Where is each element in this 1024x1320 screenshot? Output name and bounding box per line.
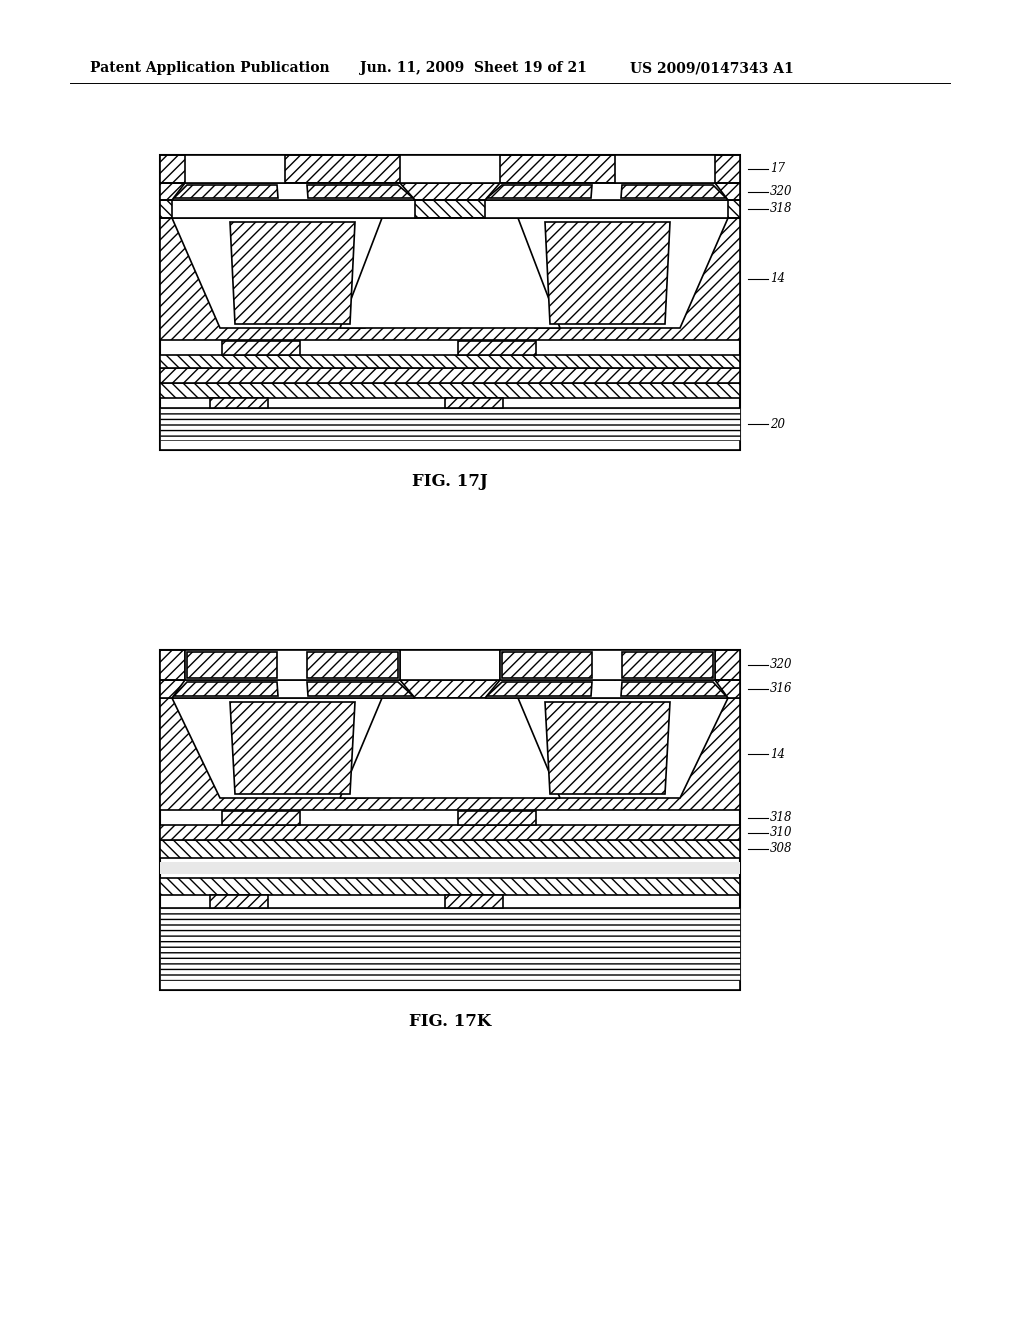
Polygon shape [307, 682, 413, 696]
Bar [458, 810, 536, 825]
Polygon shape [500, 649, 715, 680]
Bar [185, 649, 285, 680]
Bar [160, 408, 740, 450]
Bar [222, 810, 300, 825]
Bar [160, 908, 740, 979]
Polygon shape [621, 682, 726, 696]
Bar [160, 218, 740, 341]
Bar [445, 895, 503, 908]
Polygon shape [174, 682, 278, 696]
Polygon shape [485, 698, 728, 799]
Polygon shape [485, 183, 728, 201]
Polygon shape [172, 218, 415, 327]
Text: FIG. 17J: FIG. 17J [412, 474, 487, 491]
Text: 14: 14 [770, 272, 785, 285]
Polygon shape [502, 652, 592, 678]
Text: 17: 17 [770, 162, 785, 176]
Text: US 2009/0147343 A1: US 2009/0147343 A1 [630, 61, 794, 75]
Bar [160, 908, 740, 990]
Polygon shape [174, 185, 278, 198]
Text: 318: 318 [770, 810, 793, 824]
Bar [210, 895, 268, 908]
Bar [160, 878, 740, 895]
Polygon shape [545, 702, 670, 795]
Bar [160, 649, 740, 680]
Polygon shape [485, 680, 728, 698]
Polygon shape [172, 183, 415, 201]
Polygon shape [340, 698, 560, 799]
Polygon shape [545, 222, 670, 323]
Polygon shape [172, 698, 415, 799]
Text: 310: 310 [770, 826, 793, 840]
Bar [400, 154, 500, 183]
Bar [160, 840, 740, 858]
Polygon shape [230, 222, 355, 323]
Text: 316: 316 [770, 682, 793, 696]
Bar [160, 383, 740, 399]
Bar [160, 862, 740, 874]
Bar [160, 355, 740, 368]
Polygon shape [185, 649, 400, 680]
Bar [160, 680, 740, 698]
Text: 320: 320 [770, 185, 793, 198]
Polygon shape [340, 218, 560, 327]
Text: Patent Application Publication: Patent Application Publication [90, 61, 330, 75]
Bar [160, 649, 740, 990]
Bar [160, 154, 740, 183]
Bar [485, 201, 728, 218]
Polygon shape [187, 652, 278, 678]
Polygon shape [307, 185, 413, 198]
Bar [160, 201, 740, 218]
Bar [160, 408, 740, 440]
Polygon shape [621, 185, 726, 198]
Bar [210, 399, 268, 408]
Polygon shape [487, 185, 592, 198]
Bar [222, 341, 300, 355]
Bar [458, 341, 536, 355]
Text: 320: 320 [770, 659, 793, 672]
Text: 308: 308 [770, 842, 793, 855]
Polygon shape [622, 652, 713, 678]
Polygon shape [485, 218, 728, 327]
Polygon shape [487, 682, 592, 696]
Bar [615, 649, 715, 680]
Text: 20: 20 [770, 417, 785, 430]
Bar [400, 649, 500, 680]
Bar [160, 698, 740, 810]
Bar [615, 154, 715, 183]
Bar [160, 368, 740, 383]
Polygon shape [307, 652, 398, 678]
Text: Jun. 11, 2009  Sheet 19 of 21: Jun. 11, 2009 Sheet 19 of 21 [360, 61, 587, 75]
Text: 318: 318 [770, 202, 793, 215]
Polygon shape [172, 680, 415, 698]
Bar [160, 154, 740, 450]
Text: 14: 14 [770, 747, 785, 760]
Bar [185, 154, 285, 183]
Bar [160, 183, 740, 201]
Text: FIG. 17K: FIG. 17K [409, 1014, 492, 1031]
Polygon shape [230, 702, 355, 795]
Bar [172, 201, 415, 218]
Bar [445, 399, 503, 408]
Bar [160, 825, 740, 840]
